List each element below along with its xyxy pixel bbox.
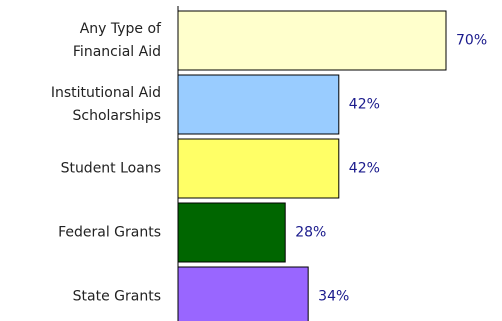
category-label-1-line-2: Financial Aid [73,44,161,60]
category-label-2-line-1: Institutional Aid [51,85,161,101]
category-label-5-line-1: State Grants [73,289,161,305]
value-label-1: 70% [456,33,487,49]
bar-2 [177,74,340,135]
value-label-2: 42% [349,97,380,113]
value-label-3: 42% [349,161,380,177]
category-label-1-line-1: Any Type of [80,21,162,37]
bar-1 [177,10,447,71]
category-label-2-line-2: Scholarships [73,108,161,124]
bar-5 [177,266,309,321]
bar-4 [177,202,286,263]
category-label-3-line-1: Student Loans [61,161,161,177]
value-label-5: 34% [318,289,349,305]
value-label-4: 28% [295,225,326,241]
category-label-4-line-1: Federal Grants [58,225,161,241]
bar-3 [177,138,340,199]
